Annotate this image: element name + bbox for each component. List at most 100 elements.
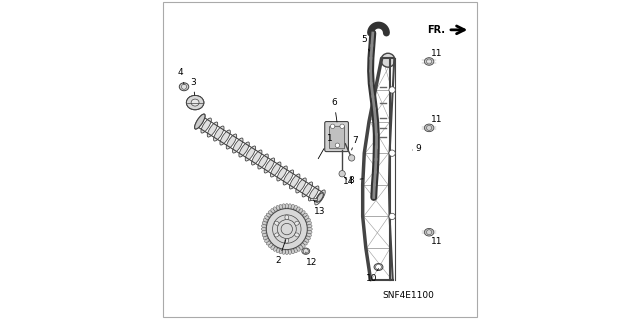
Ellipse shape (289, 174, 300, 189)
Ellipse shape (226, 134, 237, 149)
Ellipse shape (264, 239, 269, 242)
Ellipse shape (262, 225, 266, 228)
Text: 8: 8 (349, 175, 363, 185)
Ellipse shape (288, 249, 291, 254)
Circle shape (427, 125, 431, 130)
Circle shape (427, 59, 431, 64)
Circle shape (427, 230, 431, 235)
Ellipse shape (307, 227, 312, 231)
Ellipse shape (277, 166, 287, 181)
Ellipse shape (294, 221, 299, 225)
Ellipse shape (307, 225, 312, 228)
Ellipse shape (275, 221, 279, 225)
Ellipse shape (245, 146, 255, 161)
Ellipse shape (299, 245, 303, 249)
Ellipse shape (201, 118, 211, 133)
Bar (310, 198, 317, 200)
Ellipse shape (306, 236, 310, 240)
Text: 4: 4 (178, 68, 184, 84)
Ellipse shape (299, 209, 303, 213)
Ellipse shape (308, 186, 319, 201)
Circle shape (389, 150, 396, 156)
Text: 3: 3 (190, 78, 196, 95)
Ellipse shape (301, 243, 305, 248)
Ellipse shape (258, 154, 268, 169)
Ellipse shape (296, 247, 300, 251)
Ellipse shape (264, 216, 269, 219)
Text: 11: 11 (431, 237, 442, 246)
Ellipse shape (285, 238, 289, 243)
Ellipse shape (424, 124, 434, 132)
Ellipse shape (273, 247, 277, 251)
Ellipse shape (305, 239, 309, 242)
Ellipse shape (279, 204, 282, 209)
Ellipse shape (232, 138, 243, 153)
Ellipse shape (191, 99, 199, 106)
Ellipse shape (283, 170, 294, 185)
Text: SNF4E1100: SNF4E1100 (383, 291, 435, 300)
Ellipse shape (307, 221, 312, 225)
Ellipse shape (262, 231, 266, 234)
Text: 7: 7 (351, 136, 358, 150)
Ellipse shape (374, 263, 383, 271)
FancyBboxPatch shape (330, 126, 345, 149)
Ellipse shape (285, 250, 289, 255)
Ellipse shape (179, 83, 189, 91)
Ellipse shape (271, 245, 275, 249)
Ellipse shape (263, 219, 268, 222)
Circle shape (335, 143, 340, 147)
Ellipse shape (252, 150, 262, 165)
Ellipse shape (262, 221, 267, 225)
Circle shape (389, 87, 396, 93)
Circle shape (182, 84, 186, 89)
Ellipse shape (307, 231, 312, 234)
Ellipse shape (273, 207, 277, 211)
Ellipse shape (302, 182, 312, 197)
Circle shape (389, 213, 396, 219)
Circle shape (381, 53, 395, 67)
Ellipse shape (214, 126, 224, 141)
Ellipse shape (303, 213, 307, 217)
Ellipse shape (268, 211, 273, 215)
Circle shape (330, 124, 335, 129)
Text: FR.: FR. (427, 25, 445, 35)
Ellipse shape (424, 228, 434, 236)
Ellipse shape (294, 248, 298, 253)
Text: 13: 13 (314, 200, 326, 216)
Ellipse shape (307, 234, 312, 237)
Ellipse shape (186, 95, 204, 110)
Ellipse shape (266, 213, 271, 217)
Ellipse shape (279, 249, 282, 254)
Circle shape (339, 171, 346, 177)
Text: 5: 5 (362, 35, 369, 51)
Ellipse shape (294, 233, 299, 237)
Ellipse shape (302, 248, 310, 254)
Text: 1: 1 (318, 134, 332, 159)
Ellipse shape (282, 204, 285, 209)
Ellipse shape (264, 158, 275, 173)
Circle shape (348, 155, 355, 161)
Text: 10: 10 (367, 269, 378, 283)
Text: 11: 11 (431, 115, 442, 124)
Ellipse shape (296, 207, 300, 211)
Ellipse shape (285, 215, 289, 220)
Circle shape (303, 249, 308, 254)
Ellipse shape (186, 95, 204, 110)
Circle shape (376, 264, 381, 270)
Ellipse shape (261, 227, 266, 231)
Ellipse shape (301, 211, 305, 215)
Text: 11: 11 (431, 49, 442, 58)
Text: 9: 9 (412, 144, 421, 153)
Ellipse shape (288, 204, 291, 209)
Ellipse shape (291, 249, 294, 254)
Text: 14: 14 (343, 177, 354, 186)
Ellipse shape (220, 130, 230, 145)
Ellipse shape (296, 178, 307, 193)
Ellipse shape (291, 204, 294, 209)
Ellipse shape (294, 205, 298, 210)
Ellipse shape (207, 122, 218, 137)
Circle shape (340, 124, 344, 129)
Ellipse shape (239, 142, 250, 157)
Text: 6: 6 (332, 98, 337, 122)
Ellipse shape (263, 236, 268, 240)
